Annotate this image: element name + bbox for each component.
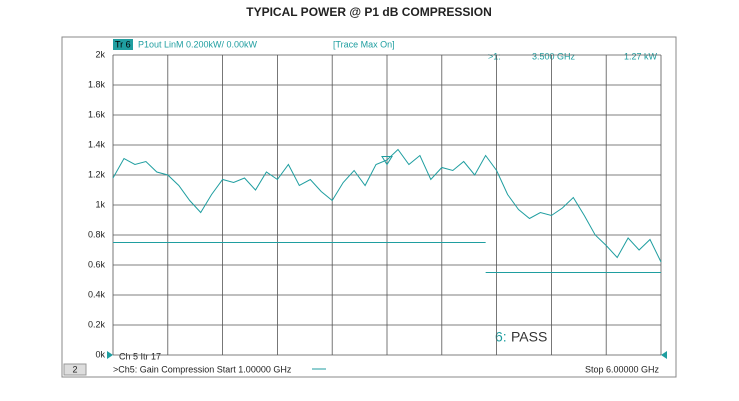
- trace-label: Tr 6: [115, 39, 131, 49]
- marker: [381, 156, 393, 166]
- y-tick-label: 1.4k: [88, 139, 106, 149]
- sweep-start: >Ch5: Gain Compression Start 1.00000 GHz: [113, 364, 292, 374]
- test-result: PASS: [511, 329, 547, 345]
- y-tick-label: 0.2k: [88, 319, 106, 329]
- y-tick-label: 1.8k: [88, 79, 106, 89]
- y-tick-label: 1.6k: [88, 109, 106, 119]
- channel-info: Ch 5 Itr 17: [119, 351, 161, 361]
- y-tick-label: 0.6k: [88, 259, 106, 269]
- marker-value: 1.27 kW: [624, 51, 658, 61]
- y-tick-label: 0.8k: [88, 229, 106, 239]
- window-number: 2: [72, 364, 77, 374]
- y-tick-label: 2k: [95, 49, 105, 59]
- marker-frequency: 3.500 GHz: [532, 51, 576, 61]
- trace: [112, 148, 662, 263]
- chart-title: TYPICAL POWER @ P1 dB COMPRESSION: [246, 5, 492, 19]
- y-tick-label: 1.2k: [88, 169, 106, 179]
- marker-name: >1:: [488, 51, 501, 61]
- trace-badge: [113, 39, 133, 50]
- y-tick-label: 1k: [95, 199, 105, 209]
- test-number: 6:: [495, 329, 507, 345]
- trace-mode: [Trace Max On]: [333, 39, 395, 49]
- y-tick-label: 0k: [95, 349, 105, 359]
- reference-arrow: [661, 351, 667, 359]
- reference-arrow: [107, 351, 113, 359]
- sweep-stop: Stop 6.00000 GHz: [585, 364, 660, 374]
- window-badge: [63, 363, 87, 376]
- trace-format: P1out LinM 0.200kW/ 0.00kW: [138, 39, 258, 49]
- frame: [61, 36, 677, 378]
- y-tick-label: 0.4k: [88, 289, 106, 299]
